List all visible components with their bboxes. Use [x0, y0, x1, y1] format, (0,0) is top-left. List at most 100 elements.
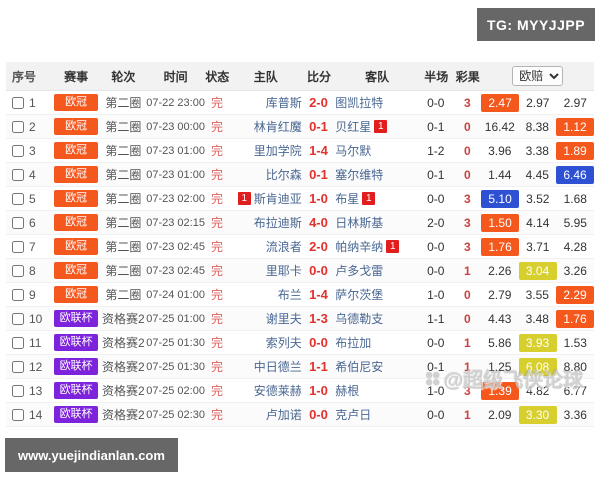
- away-team[interactable]: 希伯尼安: [335, 360, 384, 374]
- home-team[interactable]: 中日德兰: [253, 360, 302, 374]
- home-team[interactable]: 比尔森: [265, 168, 302, 182]
- row-checkbox[interactable]: [12, 192, 24, 205]
- odds-value: 4.14: [526, 215, 550, 230]
- league-cell: 欧冠: [51, 166, 100, 183]
- home-team[interactable]: 谢里夫: [265, 312, 302, 326]
- home-team[interactable]: 库普斯: [265, 96, 302, 110]
- odds-value: 2.29: [556, 285, 594, 304]
- odds-value: 1.76: [481, 237, 520, 256]
- row-checkbox[interactable]: [12, 288, 24, 301]
- league-cell: 欧联杯: [51, 358, 100, 375]
- row-checkbox[interactable]: [12, 384, 24, 397]
- match-time: 07-23 02:45: [146, 264, 205, 277]
- odds-value: 5.95: [563, 215, 587, 230]
- row-checkbox[interactable]: [12, 360, 24, 373]
- table-row: 1 欧冠 第二圈 07-22 23:00 完 库普斯 2-0 图凯拉特 0-0 3 2.47 2.97…: [6, 91, 594, 115]
- match-time: 07-23 01:00: [146, 144, 205, 157]
- home-team[interactable]: 林肯红魔: [253, 120, 302, 134]
- red-card-badge: 1: [362, 192, 376, 205]
- odds-value: 3.55: [525, 287, 549, 302]
- league-badge: 欧联杯: [54, 382, 99, 399]
- match-time: 07-23 02:45: [146, 240, 205, 253]
- league-cell: 欧冠: [51, 238, 100, 255]
- red-card-badge: 1: [237, 192, 251, 205]
- row-checkbox[interactable]: [12, 96, 24, 109]
- away-team[interactable]: 塞尔维特: [335, 168, 384, 182]
- odds-value: 1.44: [488, 167, 512, 182]
- home-team[interactable]: 里加学院: [253, 144, 302, 158]
- row-checkbox[interactable]: [12, 336, 24, 349]
- score: 1-0: [309, 383, 328, 398]
- away-team[interactable]: 帕纳辛纳 1: [335, 238, 418, 255]
- away-team[interactable]: 卢多戈雷: [335, 264, 384, 278]
- results-table: 序号 赛事 轮次 时间 状态 主队 比分 客队 半场 彩果 欧赔 1 欧冠 第二圈 0…: [6, 62, 594, 427]
- league-cell: 欧冠: [51, 142, 100, 159]
- row-checkbox[interactable]: [12, 408, 24, 421]
- row-number: 12: [6, 360, 51, 374]
- row-checkbox[interactable]: [12, 216, 24, 229]
- round: 第二圈: [105, 168, 142, 182]
- home-team[interactable]: 流浪者: [265, 240, 302, 254]
- match-status: 完: [210, 216, 223, 230]
- row-checkbox[interactable]: [12, 312, 24, 325]
- odds-value: 3.38: [525, 143, 549, 158]
- site-url-banner: www.yuejindianlan.com: [5, 438, 178, 472]
- away-team[interactable]: 布拉加: [335, 336, 372, 350]
- header-no: 序号: [12, 69, 37, 84]
- away-team[interactable]: 日林斯基: [335, 216, 384, 230]
- table-row: 13 欧联杯 资格赛2 07-25 02:00 完 安德莱赫 1-0 赫根 1-0 3 1.39 4.…: [6, 379, 594, 403]
- odds-value: 4.82: [526, 383, 550, 398]
- home-team[interactable]: 里耶卡: [265, 264, 302, 278]
- half-time-score: 0-1: [427, 119, 445, 134]
- row-checkbox[interactable]: [12, 144, 24, 157]
- league-badge: 欧联杯: [54, 310, 99, 327]
- odds-value: 2.79: [488, 287, 512, 302]
- odds-value: 3.30: [518, 405, 557, 424]
- match-time: 07-24 01:00: [146, 288, 205, 301]
- row-checkbox[interactable]: [12, 264, 24, 277]
- table-row: 7 欧冠 第二圈 07-23 02:45 完 流浪者 2-0 帕纳辛纳 1 0-0 3 1.76 3.7…: [6, 235, 594, 259]
- result: 3: [463, 95, 471, 110]
- odds-type-select[interactable]: 欧赔: [512, 66, 564, 86]
- row-checkbox[interactable]: [12, 120, 24, 133]
- row-number: 9: [6, 288, 51, 302]
- row-number: 13: [6, 384, 51, 398]
- home-team[interactable]: 布拉迪斯: [253, 216, 302, 230]
- row-checkbox[interactable]: [12, 240, 24, 253]
- odds-value: 2.97: [526, 95, 550, 110]
- away-team[interactable]: 克卢日: [335, 408, 372, 422]
- league-cell: 欧联杯: [51, 406, 100, 423]
- red-card-badge: 1: [374, 120, 388, 133]
- league-cell: 欧冠: [51, 190, 100, 207]
- league-cell: 欧联杯: [51, 334, 100, 351]
- header-odds-group: 欧赔: [482, 66, 594, 86]
- odds-value: 6.77: [563, 383, 587, 398]
- home-team[interactable]: 1 斯肯迪亚: [229, 190, 302, 207]
- away-team[interactable]: 布星 1: [335, 190, 418, 207]
- half-time-score: 1-0: [427, 383, 445, 398]
- away-team[interactable]: 马尔默: [335, 144, 372, 158]
- odds-value: 1.50: [481, 213, 520, 232]
- score: 1-4: [309, 143, 328, 158]
- away-team[interactable]: 赫根: [335, 384, 360, 398]
- round: 第二圈: [105, 96, 142, 110]
- away-team[interactable]: 萨尔茨堡: [335, 288, 384, 302]
- odds-value: 4.28: [563, 239, 587, 254]
- home-team[interactable]: 布兰: [277, 288, 302, 302]
- round: 资格赛2: [102, 408, 145, 422]
- home-team[interactable]: 安德莱赫: [253, 384, 302, 398]
- away-team[interactable]: 乌德勒支: [335, 312, 384, 326]
- away-team[interactable]: 图凯拉特: [335, 96, 384, 110]
- header-league: 赛事: [64, 69, 89, 84]
- home-team[interactable]: 卢加诺: [265, 408, 302, 422]
- home-team[interactable]: 索列夫: [265, 336, 302, 350]
- away-team[interactable]: 贝红星 1: [335, 118, 418, 135]
- row-checkbox[interactable]: [12, 168, 24, 181]
- odds-value: 2.47: [481, 93, 520, 112]
- header-away: 客队: [365, 69, 390, 84]
- match-time: 07-23 01:00: [146, 168, 205, 181]
- match-status: 完: [210, 264, 223, 278]
- match-status: 完: [210, 336, 223, 350]
- result: 3: [463, 191, 471, 206]
- match-time: 07-25 02:00: [146, 384, 205, 397]
